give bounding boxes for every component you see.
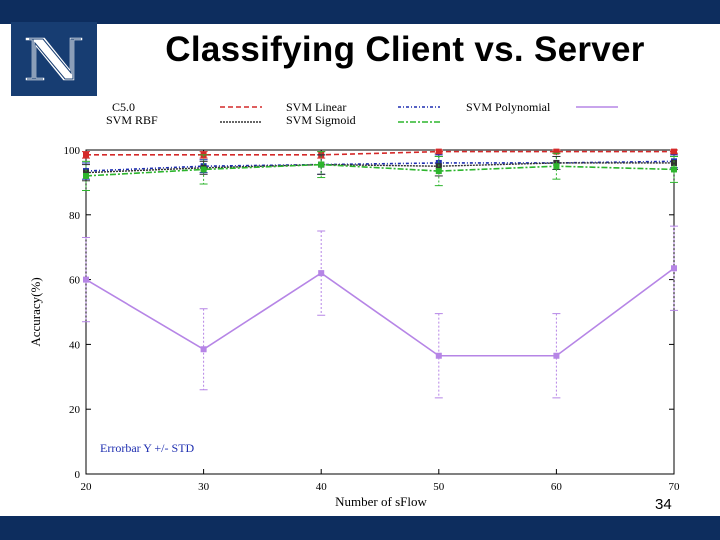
data-point [83, 276, 89, 283]
legend-label-svm-rbf: SVM RBF [106, 113, 158, 127]
x-tick-label: 60 [551, 481, 563, 493]
series-layer [82, 148, 678, 399]
y-tick-label: 0 [75, 469, 81, 481]
x-tick-label: 40 [316, 481, 328, 493]
data-point [435, 159, 442, 166]
y-tick-label: 100 [64, 145, 81, 157]
data-point [200, 166, 207, 173]
accuracy-chart: C5.0 SVM Linear SVM Polynomial SVM RBF S… [28, 100, 681, 509]
university-logo [11, 22, 97, 96]
y-tick-label: 60 [69, 275, 81, 287]
data-point [671, 159, 677, 166]
data-point [435, 148, 442, 155]
logo-n-icon [24, 36, 84, 82]
bottom-footer-bar [0, 516, 720, 540]
data-point [553, 163, 560, 170]
data-point [435, 352, 442, 359]
page-number: 34 [655, 496, 672, 513]
series-line [85, 267, 675, 357]
data-point [671, 265, 677, 272]
data-point [318, 270, 325, 277]
slide-title: Classifying Client vs. Server [165, 30, 645, 69]
series-line [85, 162, 674, 174]
legend-label-svm-polynomial: SVM Polynomial [466, 100, 551, 114]
series-line [85, 163, 675, 177]
data-point [83, 169, 89, 176]
data-point [83, 151, 89, 158]
series-svm-sigmoid [82, 151, 678, 191]
data-point [435, 168, 442, 175]
top-header-bar [0, 0, 720, 24]
y-tick-label: 40 [69, 339, 81, 351]
chart-legend: C5.0 SVM Linear SVM Polynomial SVM RBF S… [106, 100, 618, 127]
series-line [86, 150, 674, 156]
series-svm-linear [82, 154, 678, 180]
errorbar-annotation: Errorbar Y +/- STD [100, 441, 195, 455]
x-tick-label: 70 [669, 481, 681, 493]
data-point [83, 172, 89, 179]
x-tick-label: 50 [433, 481, 445, 493]
y-axis-label: Accuracy(%) [28, 277, 43, 346]
legend-label-svm-linear: SVM Linear [286, 100, 346, 114]
data-point [553, 352, 560, 359]
legend-label-c50: C5.0 [112, 100, 135, 114]
x-tick-label: 30 [198, 481, 210, 493]
data-point [671, 148, 677, 155]
x-axis-label: Number of sFlow [335, 494, 427, 509]
data-point [200, 346, 207, 353]
data-point [553, 148, 560, 155]
y-tick-label: 80 [69, 210, 81, 222]
plot-frame [85, 149, 675, 475]
legend-label-svm-sigmoid: SVM Sigmoid [286, 113, 356, 127]
data-point [671, 166, 677, 173]
y-tick-label: 20 [69, 404, 81, 416]
x-tick-label: 20 [81, 481, 93, 493]
data-point [318, 161, 325, 168]
y-axis-ticks: 0 20 40 60 80 100 [64, 145, 674, 481]
series-svm-polynomial [82, 225, 678, 399]
